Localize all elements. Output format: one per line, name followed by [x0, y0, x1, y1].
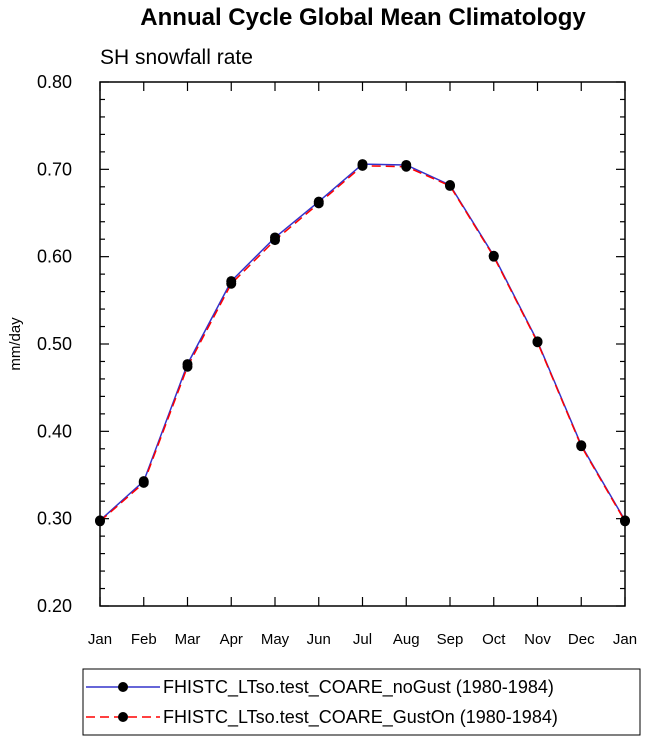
y-tick-label: 0.60 [37, 247, 72, 267]
legend-entries: FHISTC_LTso.test_COARE_noGust (1980-1984… [86, 677, 558, 728]
x-tick-label: Feb [131, 631, 157, 648]
x-tick-label: Mar [175, 631, 201, 648]
x-tick-label: Jan [613, 631, 637, 648]
x-tick-label: Oct [482, 631, 506, 648]
legend-label-2: FHISTC_LTso.test_COARE_GustOn (1980-1984… [163, 707, 558, 728]
data-point [620, 516, 630, 527]
y-tick-label: 0.80 [37, 72, 72, 92]
y-tick-label: 0.20 [37, 596, 72, 616]
x-tick-label: Jun [307, 631, 331, 648]
x-tick-label: Jan [88, 631, 112, 648]
series-markers [95, 159, 630, 527]
data-point [270, 235, 280, 246]
data-point [95, 516, 105, 527]
data-point [313, 198, 324, 209]
data-point [576, 441, 587, 452]
data-point [401, 161, 412, 172]
y-tick-label: 0.30 [37, 509, 72, 529]
y-tick-labels: 0.20 0.30 0.40 0.50 0.60 0.70 0.80 [37, 72, 72, 616]
data-point [138, 477, 149, 488]
legend-marker-1 [118, 682, 128, 692]
x-tick-label: May [261, 631, 290, 648]
x-tick-label: Nov [524, 631, 551, 648]
series-line-1 [99, 163, 626, 521]
legend-box [82, 668, 641, 736]
y-tick-label: 0.40 [37, 421, 72, 441]
data-point [532, 337, 543, 348]
legend-marker-2 [118, 712, 128, 722]
x-tick-label: Aug [393, 631, 420, 648]
data-point [445, 180, 455, 191]
x-tick-labels: Jan Feb Mar Apr May Jun Jul Aug Sep Oct Nov Dec Jan [88, 631, 637, 648]
x-tick-label: Sep [437, 631, 464, 648]
chart-subtitle: SH snowfall rate [100, 46, 253, 69]
series-line-2 [99, 165, 626, 522]
y-tick-label: 0.70 [37, 159, 72, 179]
series-lines [99, 163, 626, 522]
x-tick-label: Jul [353, 631, 372, 648]
legend: FHISTC_LTso.test_COARE_noGust (1980-1984… [82, 668, 641, 736]
y-tick-label: 0.50 [37, 334, 72, 354]
legend-label-1: FHISTC_LTso.test_COARE_noGust (1980-1984… [163, 677, 554, 698]
data-point [226, 278, 237, 289]
chart-title: Annual Cycle Global Mean Climatology [140, 4, 586, 31]
data-point [182, 361, 193, 372]
x-tick-label: Apr [220, 631, 243, 648]
y-axis-label: mm/day [7, 317, 24, 371]
data-point [488, 251, 499, 262]
x-tick-label: Dec [568, 631, 595, 648]
data-point [357, 160, 368, 171]
